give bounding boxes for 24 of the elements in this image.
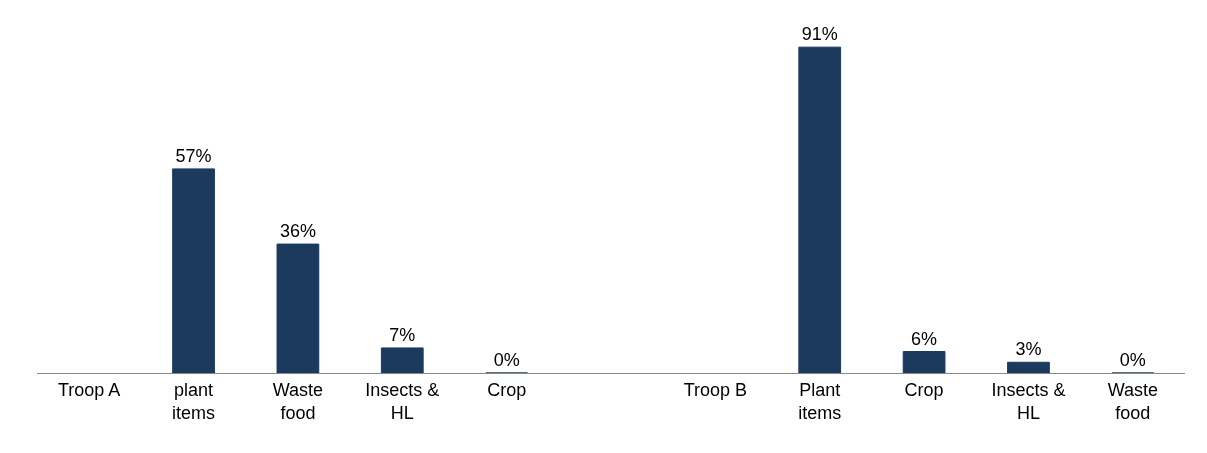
data-label: 0% — [493, 350, 520, 370]
x-tick-label: Insects & HL — [365, 379, 440, 423]
data-label: 7% — [389, 324, 416, 345]
data-label: 57% — [175, 145, 212, 166]
data-label: 36% — [279, 221, 316, 242]
bar — [380, 347, 424, 373]
x-tick-label: Crop — [487, 379, 527, 400]
x-tick-label: Waste food — [1107, 379, 1158, 423]
x-tick-label: Waste food — [272, 379, 324, 423]
bar — [798, 46, 842, 373]
x-tick-label: Troop A — [57, 379, 121, 400]
x-tick-label: Plant items — [798, 379, 842, 423]
x-tick-label: Troop B — [683, 379, 748, 400]
x-tick-label: Insects & HL — [991, 379, 1066, 423]
bar — [1007, 361, 1050, 373]
data-label: 0% — [1119, 350, 1146, 370]
x-tick-label: plant items — [172, 379, 216, 423]
bar — [902, 351, 946, 373]
x-tick-label: Crop — [904, 379, 944, 400]
bar — [172, 168, 215, 373]
data-label: 3% — [1015, 339, 1042, 360]
data-label: 6% — [911, 328, 938, 349]
data-label: 91% — [801, 24, 838, 45]
bar — [276, 243, 320, 373]
